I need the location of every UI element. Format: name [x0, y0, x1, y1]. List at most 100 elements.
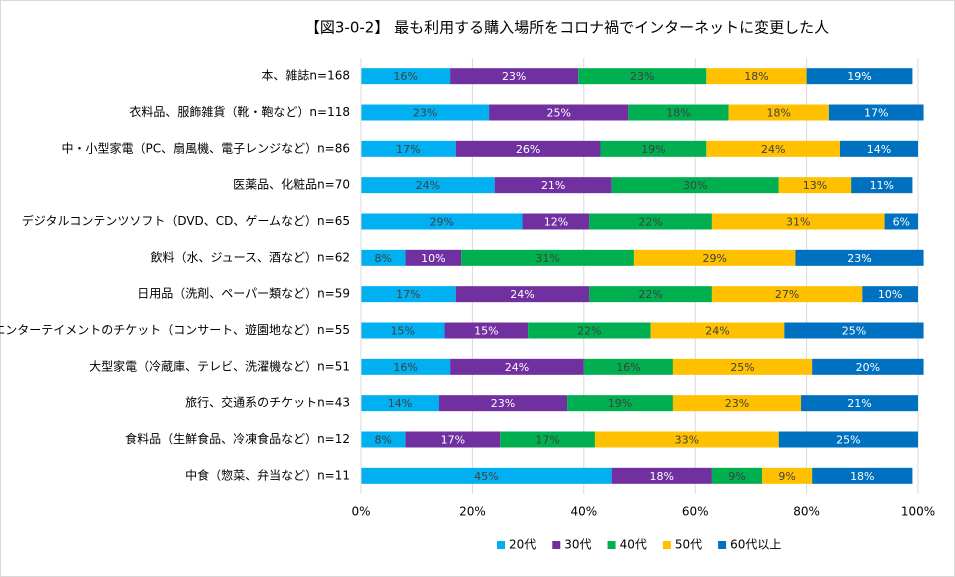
x-tick-label: 80% — [793, 505, 820, 519]
bar-segment — [361, 286, 456, 303]
bar-segment — [438, 395, 568, 412]
bar-segment — [633, 249, 796, 266]
value-label: 23% — [630, 70, 654, 83]
value-label: 14% — [867, 143, 891, 156]
bar-segment — [806, 68, 913, 85]
value-label: 12% — [544, 216, 568, 229]
value-label: 24% — [505, 361, 529, 374]
value-label: 20% — [856, 361, 880, 374]
x-tick-label: 40% — [570, 505, 597, 519]
x-tick-label: 100% — [901, 505, 935, 519]
y-tick-label: デジタルコンテンツソフト（DVD、CD、ゲームなど）n=65 — [22, 213, 350, 228]
value-label: 10% — [878, 288, 902, 301]
value-label: 17% — [864, 107, 888, 120]
value-label: 16% — [393, 361, 417, 374]
bar-segment — [862, 286, 918, 303]
bar-segment — [711, 286, 863, 303]
bar-segment — [405, 431, 501, 448]
bar-segment — [583, 358, 673, 375]
value-label: 11% — [870, 179, 894, 192]
x-tick-label: 20% — [459, 505, 486, 519]
bar-segment — [361, 177, 495, 194]
bar-segment — [600, 140, 707, 157]
bar-segment — [828, 104, 924, 121]
bar-segment — [711, 213, 885, 230]
value-label: 18% — [650, 470, 674, 483]
value-label: 22% — [638, 216, 662, 229]
value-label: 23% — [502, 70, 526, 83]
bar-segment — [784, 322, 924, 339]
legend-label: 20代 — [509, 538, 536, 552]
value-label: 26% — [516, 143, 540, 156]
bar-segment — [611, 467, 712, 484]
bar-segment — [500, 431, 595, 448]
y-tick-label: 衣料品、服飾雑貨（靴・鞄など）n=118 — [129, 104, 350, 119]
bar-segment — [361, 431, 406, 448]
value-label: 33% — [675, 434, 699, 447]
bar-segment — [778, 177, 852, 194]
value-label: 10% — [421, 252, 445, 265]
legend-label: 30代 — [564, 538, 591, 552]
value-label: 29% — [702, 252, 726, 265]
bar-segment — [812, 358, 924, 375]
bar-segment — [444, 322, 529, 339]
bar-segment — [812, 467, 913, 484]
legend-label: 40代 — [620, 538, 647, 552]
value-label: 27% — [775, 288, 799, 301]
bar-segment — [528, 322, 651, 339]
value-label: 21% — [847, 397, 871, 410]
bar-segment — [361, 104, 490, 121]
value-label: 18% — [666, 107, 690, 120]
value-label: 6% — [893, 216, 910, 229]
bar-segment — [494, 177, 612, 194]
bar-segment — [361, 467, 612, 484]
value-label: 24% — [416, 179, 440, 192]
bar-segment — [405, 249, 462, 266]
bar-segment — [795, 249, 924, 266]
y-tick-label: 大型家電（冷蔵庫、テレビ、洗濯機など）n=51 — [89, 358, 350, 373]
y-tick-label: 医薬品、化粧品n=70 — [233, 178, 350, 192]
value-label: 17% — [396, 143, 420, 156]
bar-segment — [450, 358, 584, 375]
bar-segment — [522, 213, 590, 230]
bar-segment — [567, 395, 673, 412]
value-label: 19% — [608, 397, 632, 410]
legend-label: 60代以上 — [730, 538, 781, 552]
y-tick-label: エンターテイメントのチケット（コンサート、遊園地など）n=55 — [0, 322, 350, 337]
value-label: 9% — [728, 470, 745, 483]
value-label: 9% — [778, 470, 795, 483]
value-label: 22% — [638, 288, 662, 301]
value-label: 16% — [616, 361, 640, 374]
bar-segment — [589, 213, 712, 230]
bar-segment — [711, 467, 763, 484]
bar-segment — [706, 140, 841, 157]
bar-segment — [455, 286, 590, 303]
chart-title: 【図3-0-2】 最も利用する購入場所をコロナ禍でインターネットに変更した人 — [305, 19, 829, 37]
bar-segment — [455, 140, 601, 157]
value-label: 19% — [641, 143, 665, 156]
bar-segment — [578, 68, 707, 85]
legend-swatch — [662, 541, 671, 549]
value-label: 24% — [761, 143, 785, 156]
bar-segment — [361, 395, 439, 412]
value-label: 30% — [683, 179, 707, 192]
x-tick-label: 60% — [682, 505, 709, 519]
value-label: 25% — [547, 107, 571, 120]
bar-segment — [361, 213, 523, 230]
value-label: 24% — [705, 325, 729, 338]
bar-segment — [361, 249, 406, 266]
x-tick-label: 0% — [351, 505, 370, 519]
y-tick-label: 本、雑誌n=168 — [261, 68, 350, 83]
y-tick-label: 旅行、交通系のチケットn=43 — [185, 395, 350, 410]
legend-swatch — [718, 541, 727, 549]
bar-segment — [361, 322, 445, 339]
value-label: 15% — [474, 325, 498, 338]
value-label: 19% — [847, 70, 871, 83]
value-label: 17% — [535, 434, 559, 447]
value-label: 8% — [375, 434, 392, 447]
value-label: 29% — [430, 216, 454, 229]
value-label: 18% — [744, 70, 768, 83]
y-tick-label: 中・小型家電（PC、扇風機、電子レンジなど）n=86 — [61, 140, 350, 155]
value-label: 18% — [767, 107, 791, 120]
